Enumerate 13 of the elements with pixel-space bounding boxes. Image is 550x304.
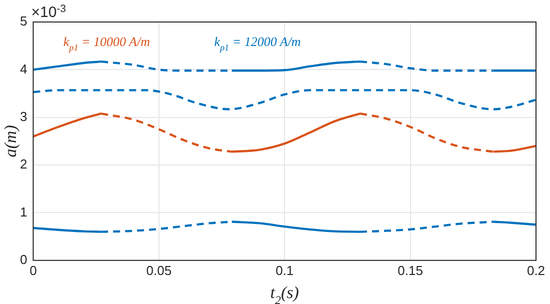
x-tick-label: 0.1 <box>276 262 294 278</box>
y-tick-label: 2 <box>20 156 28 172</box>
line-series <box>33 89 536 110</box>
y-tick-label: 5 <box>20 14 28 29</box>
x-tick-label: 0 <box>30 262 37 278</box>
y-tick-label: 4 <box>20 61 28 76</box>
y-tick-label: 3 <box>20 108 28 124</box>
x-tick-label: 0.05 <box>146 262 172 278</box>
x-tick-label: 0.15 <box>398 262 423 278</box>
x-tick-label: 0.2 <box>526 262 546 278</box>
y-tick-label: 0 <box>20 252 28 267</box>
y-axis-title: a(m) <box>1 124 20 158</box>
y-tick-label: 1 <box>20 204 28 220</box>
